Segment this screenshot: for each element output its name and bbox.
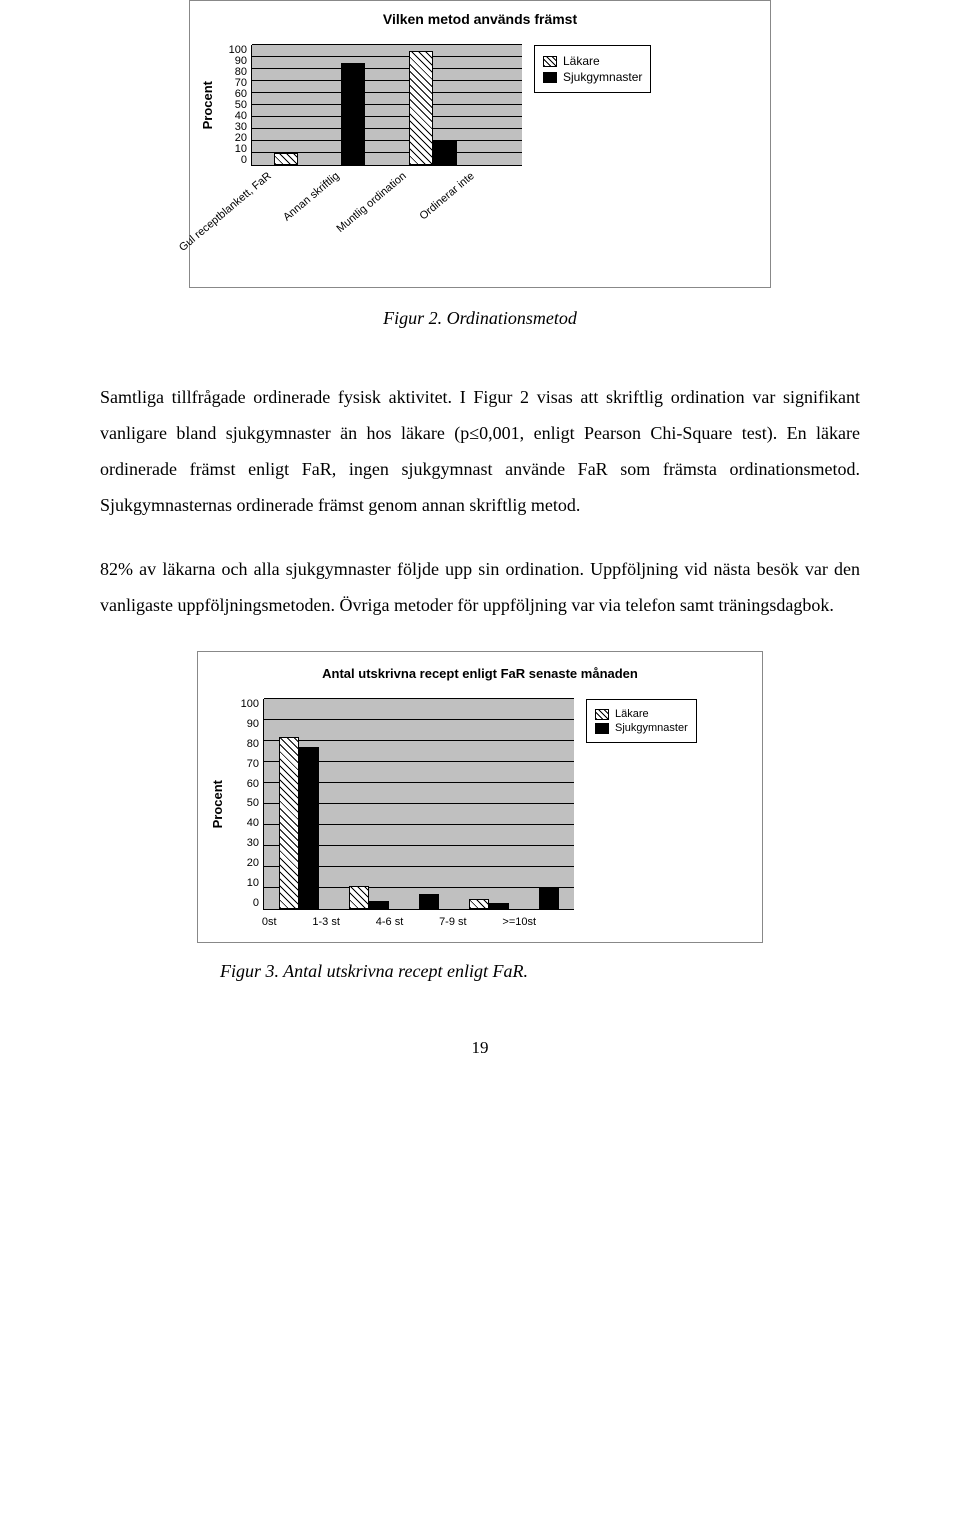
legend-label: Läkare [563,54,600,68]
chart1-xlabels: Gul receptblankett, FaRAnnan skriftligMu… [232,170,502,275]
legend-label: Sjukgymnaster [563,70,642,84]
figure-caption-2: Figur 3. Antal utskrivna recept enligt F… [100,961,860,982]
ytick-label: 0 [221,155,247,166]
chart-2: Antal utskrivna recept enligt FaR senast… [197,651,763,943]
bar-group [419,894,439,909]
ytick-label: 90 [231,719,259,730]
ytick-label: 40 [231,818,259,829]
chart2-plot-area [263,699,574,910]
chart2-yticks: 1009080706050403020100 [231,699,263,909]
legend-label: Sjukgymnaster [615,722,688,734]
ytick-label: 70 [231,759,259,770]
body-paragraph-2: 82% av läkarna och alla sjukgymnaster fö… [100,551,860,623]
bar [409,51,433,165]
legend-label: Läkare [615,708,649,720]
xtick-label: 4-6 st [376,916,404,928]
ytick-label: 20 [231,858,259,869]
bar [349,886,369,909]
bar [419,894,439,909]
figure-caption-1: Figur 2. Ordinationsmetod [100,308,860,329]
chart1-legend: Läkare Sjukgymnaster [534,45,651,93]
body-paragraph-1: Samtliga tillfrågade ordinerade fysisk a… [100,379,860,523]
bar [433,141,457,165]
legend-item: Läkare [543,54,642,68]
bar [539,888,559,909]
ytick-label: 100 [231,699,259,710]
chart1-plot-area [251,45,522,166]
bar [469,899,489,910]
legend-swatch-solid [543,72,557,83]
chart2-legend: Läkare Sjukgymnaster [586,699,697,743]
xtick-label: Muntlig ordination [335,170,409,235]
bar-group [279,737,319,909]
xtick-label: 1-3 st [312,916,340,928]
xtick-label: 7-9 st [439,916,467,928]
ytick-label: 60 [231,779,259,790]
bar-group [274,153,298,165]
xtick-label: Annan skriftlig [281,170,342,224]
legend-swatch-hatched [543,56,557,67]
legend-item: Sjukgymnaster [595,722,688,734]
bar [341,63,365,165]
chart2-ylabel: Procent [210,780,225,828]
ytick-label: 10 [231,878,259,889]
legend-swatch-solid [595,723,609,734]
chart1-ylabel: Procent [200,81,215,129]
page-number: 19 [100,1038,860,1058]
bar-group [409,51,457,165]
bar [489,903,509,909]
ytick-label: 50 [231,798,259,809]
bar [299,747,319,909]
bar [279,737,299,909]
bar-group [349,886,389,909]
chart1-title: Vilken metod används främst [200,11,760,27]
bar-group [341,63,365,165]
chart2-xlabels: 0st 1-3 st 4-6 st 7-9 st >=10st [244,916,554,928]
bar-group [469,899,509,910]
ytick-label: 80 [231,739,259,750]
ytick-label: 0 [231,898,259,909]
ytick-label: 30 [231,838,259,849]
legend-swatch-hatched [595,709,609,720]
bar-group [539,888,559,909]
xtick-label: >=10st [502,916,536,928]
chart2-title: Antal utskrivna recept enligt FaR senast… [210,666,750,681]
xtick-label: Ordinerar inte [417,170,476,222]
legend-item: Sjukgymnaster [543,70,642,84]
chart-1: Vilken metod används främst Procent 1009… [189,0,771,288]
bar [274,153,298,165]
bar [369,901,389,909]
legend-item: Läkare [595,708,688,720]
chart1-yticks: 1009080706050403020100 [221,45,251,165]
xtick-label: 0st [262,916,277,928]
